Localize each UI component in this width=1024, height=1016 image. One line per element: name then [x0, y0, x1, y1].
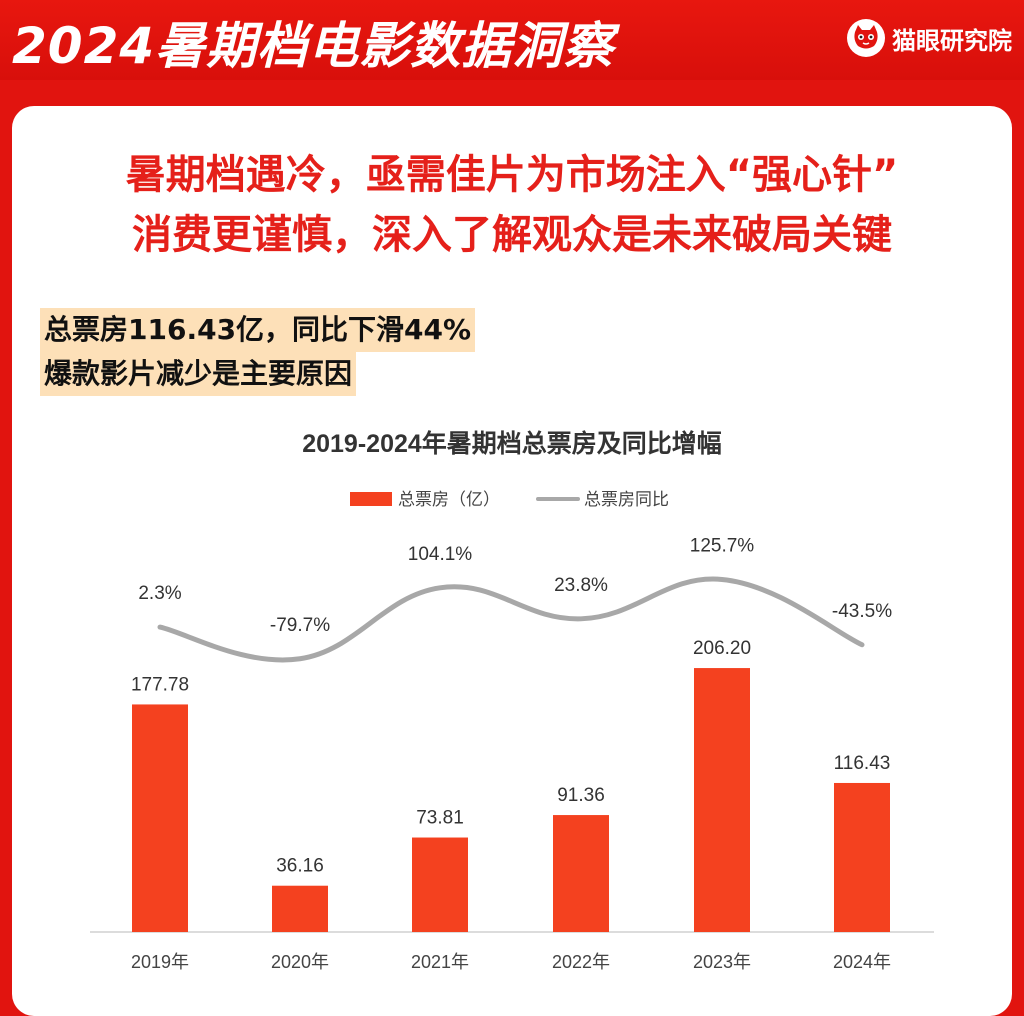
brand-name: 猫眼研究院	[892, 26, 1012, 55]
top-banner: 2024暑期档电影数据洞察 猫眼研究院	[0, 0, 1024, 80]
x-tick-label-5: 2024年	[833, 952, 891, 972]
bar-4	[694, 668, 750, 932]
content-card: 暑期档遇冷，亟需佳片为市场注入“强心针” 消费更谨慎，深入了解观众是未来破局关键…	[12, 106, 1012, 1016]
bar-5	[834, 782, 890, 932]
bar-3	[553, 815, 609, 932]
line-label-0: 2.3%	[138, 583, 181, 604]
x-tick-label-1: 2020年	[271, 952, 329, 972]
legend-swatch-bar	[350, 492, 392, 506]
note-line-2: 爆款影片减少是主要原因	[40, 352, 357, 396]
x-tick-label-2: 2021年	[411, 952, 469, 972]
bar-1	[272, 885, 328, 932]
line-label-5: -43.5%	[832, 601, 892, 622]
bar-label-2: 73.81	[416, 808, 464, 829]
bar-label-3: 91.36	[557, 785, 605, 806]
line-label-4: 125.7%	[690, 535, 755, 556]
bar-0	[132, 704, 188, 932]
bar-label-5: 116.43	[834, 753, 891, 774]
bar-label-1: 36.16	[276, 856, 324, 877]
headline-line-2: 消费更谨慎，深入了解观众是未来破局关键	[132, 212, 892, 258]
note-line-1: 总票房116.43亿，同比下滑44%	[40, 308, 476, 352]
page-title: 2024暑期档电影数据洞察	[12, 17, 615, 75]
bar-label-4: 206.20	[693, 638, 751, 659]
x-tick-label-4: 2023年	[693, 952, 751, 972]
bar-2	[412, 837, 468, 932]
chart-title: 2019-2024年暑期档总票房及同比增幅	[302, 429, 722, 458]
x-tick-label-0: 2019年	[131, 952, 189, 972]
line-label-3: 23.8%	[554, 575, 608, 596]
x-tick-label-3: 2022年	[552, 952, 610, 972]
yoy-line	[157, 576, 865, 663]
legend-label-bar: 总票房（亿）	[398, 490, 500, 509]
cat-logo-icon	[847, 19, 885, 57]
brand: 猫眼研究院	[846, 18, 1012, 58]
line-label-1: -79.7%	[270, 615, 330, 636]
legend-label-line: 总票房同比	[584, 490, 669, 509]
bar-label-0: 177.78	[131, 674, 189, 695]
headline-line-1: 暑期档遇冷，亟需佳片为市场注入“强心针”	[125, 152, 899, 198]
line-label-2: 104.1%	[408, 544, 473, 565]
